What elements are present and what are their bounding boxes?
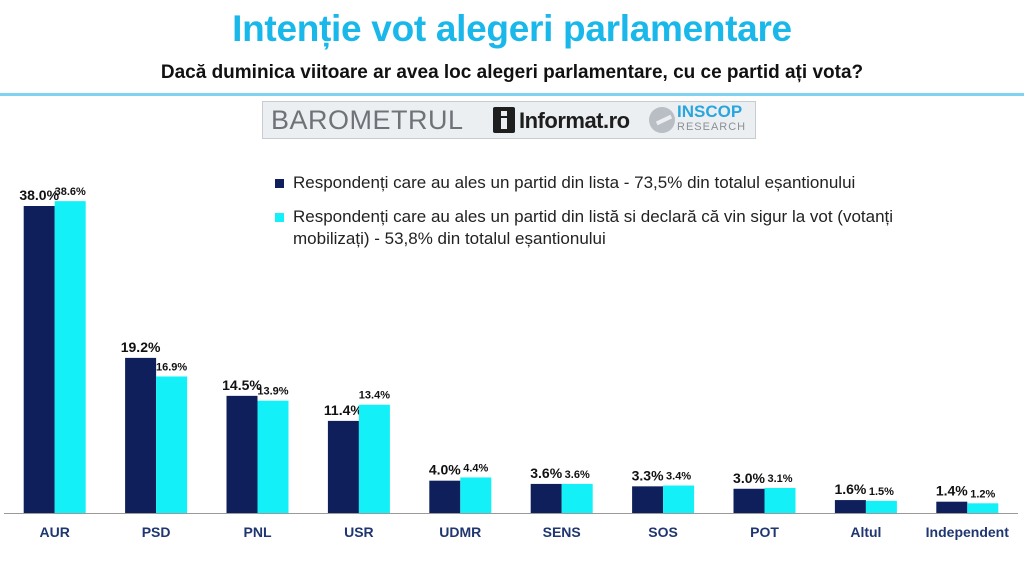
- chart-title: Intenție vot alegeri parlamentare: [232, 8, 792, 49]
- bar-series1-independent: [936, 501, 968, 513]
- legend-swatch-series1: [275, 179, 284, 188]
- bar-series1-sos: [632, 486, 664, 513]
- data-label-series1-pnl: 14.5%: [222, 377, 262, 393]
- data-label-series2-usr: 13.4%: [359, 390, 390, 402]
- bar-series2-usr: [358, 404, 390, 513]
- bar-series2-pot: [764, 487, 796, 513]
- data-label-series1-altul: 1.6%: [834, 481, 866, 497]
- chart-legend: Respondenți care au ales un partid din l…: [275, 172, 955, 262]
- bar-series1-usr: [327, 420, 359, 513]
- bar-series2-independent: [967, 503, 999, 513]
- bar-series1-psd: [125, 357, 157, 513]
- x-tick-label-sens: SENS: [543, 524, 581, 540]
- legend-label-series1: Respondenți care au ales un partid din l…: [293, 173, 856, 192]
- inscop-research-text: RESEARCH: [677, 121, 747, 133]
- data-label-series2-pot: 3.1%: [767, 473, 792, 485]
- bar-series1-sens: [530, 483, 562, 513]
- header-divider: [0, 93, 1024, 96]
- bar-series1-pot: [733, 488, 765, 513]
- data-label-series2-pnl: 13.9%: [257, 386, 288, 398]
- bar-series2-sens: [561, 483, 593, 513]
- x-tick-label-usr: USR: [344, 524, 374, 540]
- data-label-series2-sos: 3.4%: [666, 471, 691, 483]
- x-tick-label-aur: AUR: [40, 524, 70, 540]
- x-tick-label-pot: POT: [750, 524, 779, 540]
- bar-series1-altul: [834, 500, 866, 513]
- bar-series2-udmr: [460, 477, 492, 513]
- bar-series2-sos: [663, 485, 695, 513]
- bar-series2-aur: [54, 201, 86, 513]
- x-tick-label-independent: Independent: [926, 524, 1010, 540]
- x-tick-label-altul: Altul: [850, 524, 881, 540]
- data-label-series1-psd: 19.2%: [121, 339, 161, 355]
- data-label-series1-udmr: 4.0%: [429, 462, 461, 478]
- data-label-series2-altul: 1.5%: [869, 486, 894, 498]
- x-tick-label-pnl: PNL: [244, 524, 272, 540]
- x-tick-label-psd: PSD: [142, 524, 171, 540]
- legend-label-series2: Respondenți care au ales un partid din l…: [293, 207, 894, 248]
- sponsor-logo-bar: BAROMETRUL Informat.ro INSCOP RESEARCH: [262, 101, 756, 139]
- bar-series1-udmr: [429, 480, 461, 513]
- legend-swatch-series2: [275, 213, 284, 222]
- data-label-series1-aur: 38.0%: [19, 187, 59, 203]
- x-tick-label-udmr: UDMR: [439, 524, 481, 540]
- data-label-series2-udmr: 4.4%: [463, 462, 488, 474]
- chart-subtitle: Dacă duminica viitoare ar avea loc alege…: [160, 62, 864, 83]
- inscop-globe-icon: [649, 107, 675, 133]
- legend-item-series1: Respondenți care au ales un partid din l…: [275, 172, 955, 194]
- bar-series2-altul: [865, 500, 897, 513]
- data-label-series1-pot: 3.0%: [733, 470, 765, 486]
- data-label-series1-sos: 3.3%: [632, 467, 664, 483]
- data-label-series2-independent: 1.2%: [970, 488, 995, 500]
- data-label-series1-usr: 11.4%: [324, 402, 363, 418]
- inscop-logo: INSCOP: [677, 102, 743, 121]
- data-label-series1-independent: 1.4%: [936, 483, 968, 499]
- data-label-series2-sens: 3.6%: [565, 469, 590, 481]
- informat-info-icon: [493, 107, 515, 133]
- bar-series1-pnl: [226, 395, 258, 513]
- data-label-series2-aur: 38.6%: [55, 186, 86, 198]
- legend-item-series2: Respondenți care au ales un partid din l…: [275, 206, 955, 250]
- bar-series2-pnl: [257, 400, 289, 513]
- informat-logo: Informat.ro: [519, 108, 630, 133]
- bar-series1-aur: [23, 206, 55, 513]
- data-label-series1-sens: 3.6%: [530, 465, 562, 481]
- barometrul-logo: BAROMETRUL: [271, 105, 464, 135]
- x-tick-label-sos: SOS: [648, 524, 678, 540]
- data-label-series2-psd: 16.9%: [156, 361, 187, 373]
- bar-series2-psd: [156, 376, 188, 513]
